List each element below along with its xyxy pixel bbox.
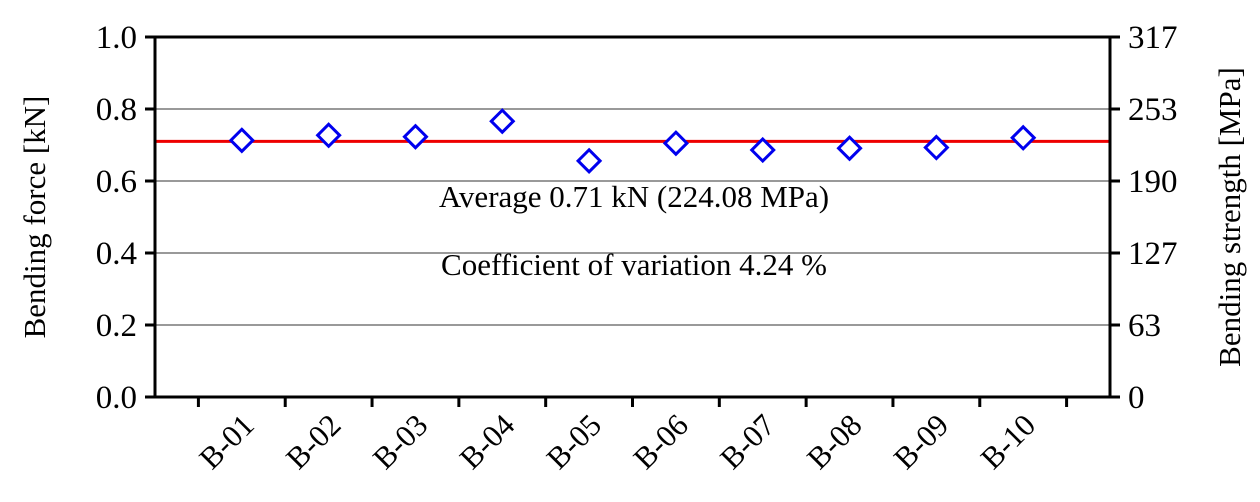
data-point	[315, 122, 342, 149]
right-y-tick-labels: 0 63 127 190 253 317	[1128, 20, 1178, 416]
data-points	[228, 108, 1037, 174]
left-y-tick-labels: 0.0 0.2 0.4 0.6 0.8 1.0	[96, 20, 137, 416]
y-axis-title: Bending force [kN]	[17, 96, 52, 339]
y2-tick-label: 127	[1128, 236, 1178, 272]
x-category-label: B-06	[626, 407, 695, 476]
data-point	[749, 136, 776, 164]
x-category-label: B-05	[539, 407, 608, 476]
data-point	[662, 130, 690, 157]
y-tick-label: 0.4	[96, 236, 137, 272]
axis-ticks	[145, 35, 1120, 407]
x-category-label: B-04	[453, 407, 522, 476]
y-tick-label: 0.6	[96, 164, 137, 200]
data-point	[923, 134, 950, 161]
data-point	[489, 108, 516, 135]
y-tick-label: 0.8	[96, 92, 137, 128]
data-point	[228, 127, 255, 154]
x-category-label: B-08	[800, 407, 869, 476]
gridlines	[155, 108, 1110, 326]
x-category-label: B-07	[713, 407, 782, 476]
x-category-label: B-09	[887, 407, 956, 476]
x-category-label: B-01	[192, 407, 261, 476]
y-tick-label: 0.0	[96, 380, 137, 416]
y-tick-label: 0.2	[96, 308, 137, 344]
x-category-label: B-02	[279, 407, 348, 476]
plot-frame	[153, 35, 1112, 399]
x-category-labels: B-01 B-02 B-03 B-04 B-05 B-06 B-07 B-08 B-09 B-10	[192, 407, 1042, 476]
data-point	[575, 147, 603, 174]
y-tick-label: 1.0	[96, 20, 137, 56]
y2-tick-label: 63	[1128, 308, 1161, 344]
y2-tick-label: 253	[1128, 92, 1178, 128]
data-point	[836, 135, 863, 162]
annotation-average: Average 0.71 kN (224.08 MPa)	[439, 179, 829, 214]
data-point	[402, 123, 429, 150]
data-point	[1010, 124, 1037, 151]
y2-tick-label: 190	[1128, 164, 1178, 200]
x-category-label: B-10	[974, 407, 1043, 476]
annotation-cv: Coefficient of variation 4.24 %	[441, 247, 827, 282]
y2-tick-label: 317	[1128, 20, 1178, 56]
y2-axis-title: Bending strength [MPa]	[1212, 67, 1247, 367]
x-category-label: B-03	[366, 407, 435, 476]
y2-tick-label: 0	[1128, 380, 1145, 416]
